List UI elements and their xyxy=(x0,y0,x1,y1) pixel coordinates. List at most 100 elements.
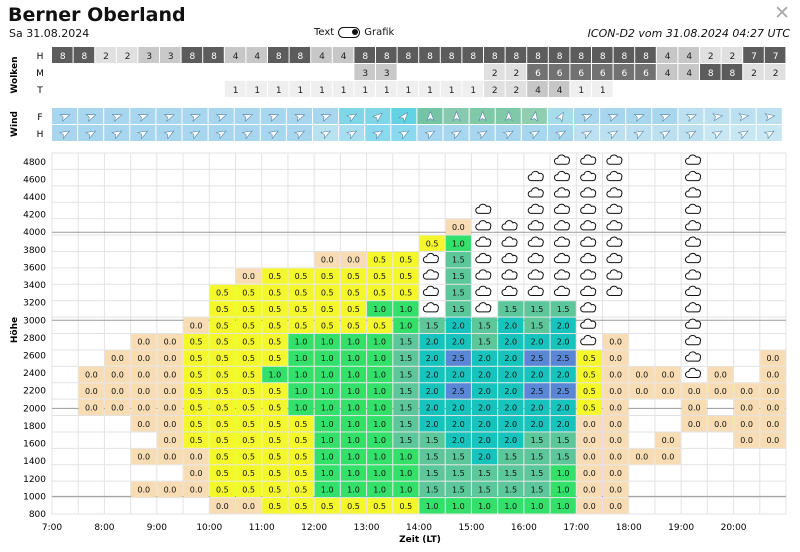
wolken-value: 1 xyxy=(470,86,476,96)
toggle-grafik-label: Grafik xyxy=(364,27,395,38)
wolken-cell xyxy=(462,47,483,63)
wolken-cell xyxy=(332,81,354,97)
wolken-cell xyxy=(268,47,289,63)
wolken-value: 8 xyxy=(643,52,649,62)
close-icon[interactable]: ✕ xyxy=(774,2,790,24)
wolken-cell xyxy=(289,47,311,63)
wolken-value: 8 xyxy=(82,52,88,62)
wolken-value: 6 xyxy=(622,69,628,79)
wolken-cell xyxy=(743,64,764,80)
wolken-cell xyxy=(484,81,505,97)
wolken-value: 6 xyxy=(600,69,606,79)
wolken-cell xyxy=(268,81,289,97)
wolken-cell xyxy=(613,81,635,97)
wolken-cell xyxy=(505,81,527,97)
wolken-cell xyxy=(700,81,721,97)
wolken-value: 6 xyxy=(643,69,649,79)
wolken-value: 7 xyxy=(751,52,757,62)
wolken-cell xyxy=(592,81,613,97)
wolken-cell xyxy=(354,81,375,97)
wolken-cell xyxy=(116,64,138,80)
wolken-value: 1 xyxy=(341,86,347,96)
wolken-value: 1 xyxy=(276,86,282,96)
wolken-cell xyxy=(635,81,656,97)
wolken-cell xyxy=(548,47,570,63)
wolken-cell xyxy=(354,47,375,63)
wolken-cell xyxy=(484,64,505,80)
wolken-label: Wolken xyxy=(10,56,20,93)
wolken-cell xyxy=(419,47,440,63)
wolken-value: 1 xyxy=(298,86,304,96)
wolken-value: 1 xyxy=(384,86,390,96)
wolken-value: 1 xyxy=(600,86,606,96)
wolken-value: 6 xyxy=(578,69,584,79)
wolken-value: 2 xyxy=(492,69,498,79)
wolken-value: 6 xyxy=(535,69,541,79)
wolken-cell xyxy=(462,81,483,97)
wolken-value: 3 xyxy=(168,52,174,62)
model-run-info: ICON-D2 vom 31.08.2024 04:27 UTC xyxy=(587,27,790,40)
wolken-value: 2 xyxy=(103,52,109,62)
wolken-cell xyxy=(527,81,548,97)
wolken-cell xyxy=(181,81,203,97)
wolken-value: 8 xyxy=(362,52,368,62)
wolken-cell xyxy=(95,64,116,80)
wolken-cell xyxy=(160,81,181,97)
wolken-cell xyxy=(678,47,699,63)
wolken-cell xyxy=(138,47,159,63)
wolken-cell xyxy=(613,64,635,80)
wolken-cell xyxy=(419,81,440,97)
wolken-cell xyxy=(246,47,267,63)
wolken-value: 8 xyxy=(600,52,606,62)
wolken-cell xyxy=(505,47,527,63)
wolken-value: 1 xyxy=(233,86,239,96)
wolken-cell xyxy=(52,81,73,97)
wolken-cell xyxy=(354,64,375,80)
wolken-value: 8 xyxy=(384,52,390,62)
wolken-cell xyxy=(95,81,116,97)
wolken-value: 8 xyxy=(427,52,433,62)
wolken-cell xyxy=(440,64,462,80)
wolken-cell xyxy=(138,81,159,97)
wolken-cell xyxy=(224,64,246,80)
wolken-value: 1 xyxy=(362,86,368,96)
wolken-cell xyxy=(548,64,570,80)
wolken-cell xyxy=(397,64,419,80)
wolken-cell xyxy=(73,81,95,97)
wolken-value: 8 xyxy=(470,52,476,62)
wolken-cell xyxy=(116,47,138,63)
wolken-value: 8 xyxy=(298,52,304,62)
wolken-cell xyxy=(224,47,246,63)
wolken-cell xyxy=(246,64,267,80)
wolken-cell xyxy=(224,81,246,97)
wolken-row-label: M xyxy=(36,69,44,79)
wolken-value: 4 xyxy=(319,52,325,62)
view-toggle[interactable]: Text Grafik xyxy=(314,27,394,38)
wolken-value: 4 xyxy=(686,69,692,79)
wolken-cell xyxy=(376,81,397,97)
wolken-cell xyxy=(721,64,743,80)
wolken-cell xyxy=(721,47,743,63)
wolken-value: 4 xyxy=(535,86,541,96)
wolken-cell xyxy=(332,64,354,80)
toggle-switch[interactable] xyxy=(338,27,361,38)
wolken-cell xyxy=(764,47,786,63)
wolken-cell xyxy=(570,47,591,63)
wolken-value: 4 xyxy=(557,86,563,96)
wolken-cell xyxy=(592,47,613,63)
wolken-value: 2 xyxy=(514,69,520,79)
wolken-cell xyxy=(570,81,591,97)
wolken-cell xyxy=(203,47,224,63)
wolken-cell xyxy=(138,64,159,80)
wolken-value: 1 xyxy=(254,86,260,96)
wolken-value: 8 xyxy=(514,52,520,62)
wolken-cell xyxy=(570,64,591,80)
wolken-value: 8 xyxy=(730,69,736,79)
wolken-cell xyxy=(268,64,289,80)
wolken-cell xyxy=(635,47,656,63)
wolken-cell xyxy=(527,64,548,80)
wolken-value: 7 xyxy=(773,52,779,62)
wolken-cell xyxy=(376,47,397,63)
wolken-value: 8 xyxy=(190,52,196,62)
